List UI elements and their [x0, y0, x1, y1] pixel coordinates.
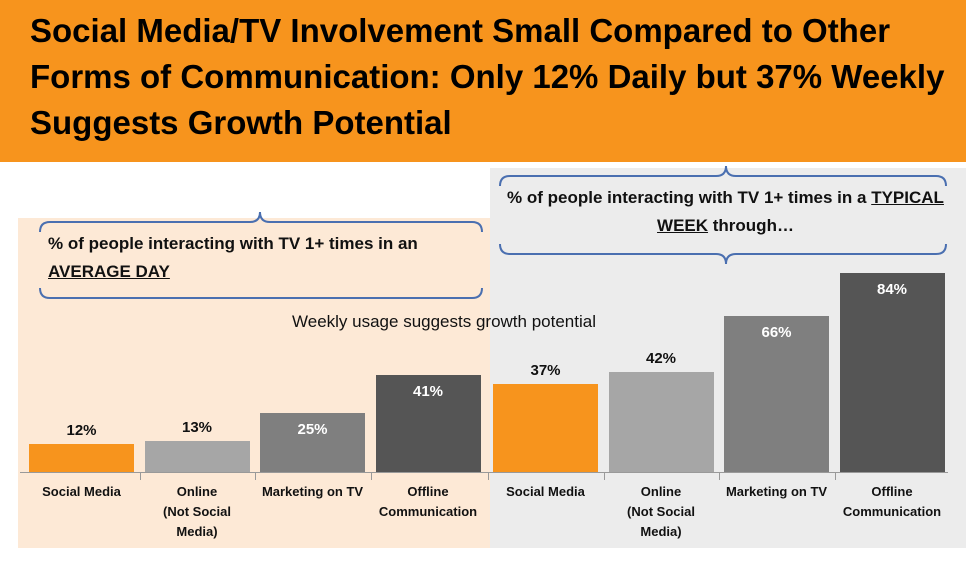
- typical-week-callout-suffix: through…: [708, 216, 794, 235]
- bar-value-label: 84%: [876, 280, 908, 298]
- bar-day-1: [144, 441, 250, 472]
- bar-value-label: 66%: [761, 323, 792, 341]
- title-banner: [0, 0, 966, 162]
- category-label: Social Media: [42, 484, 121, 499]
- category-label: Online (Not Social Media): [627, 484, 695, 539]
- bar-value-label: 37%: [530, 362, 561, 380]
- category-label: Online (Not Social Media): [163, 484, 231, 539]
- axis-tick: [834, 472, 836, 480]
- typical-week-callout-emphasis: TYPICAL WEEK: [657, 188, 944, 235]
- average-day-brace-bottom: [39, 287, 483, 299]
- x-axis-line: [20, 472, 948, 473]
- bar-value-label: 12%: [66, 421, 97, 439]
- axis-tick: [255, 472, 256, 480]
- average-day-brace-top: [39, 211, 483, 233]
- category-label: Marketing on TV: [725, 484, 828, 499]
- bar-week-1: [608, 372, 714, 472]
- growth-note: Weekly usage suggests growth potential: [292, 312, 596, 331]
- page-title: Social Media/TV Involvement Small Compar…: [30, 12, 945, 141]
- category-label: Marketing on TV: [261, 484, 364, 499]
- bar-day-0: [29, 443, 134, 472]
- average-day-callout-emphasis: AVERAGE DAY: [48, 262, 170, 281]
- bar-week-2: [724, 315, 829, 472]
- bar-value-label: 13%: [181, 419, 213, 437]
- typical-week-brace-top: [499, 165, 947, 187]
- typical-week-callout-text: % of people interacting with TV 1+ times…: [507, 188, 872, 207]
- bar-week-3: [839, 272, 945, 472]
- typical-week-callout: % of people interacting with TV 1+ times…: [498, 184, 953, 240]
- bar-day-3: [375, 374, 481, 472]
- category-label: Social Media: [506, 484, 585, 499]
- bar-day-2: [260, 412, 365, 472]
- axis-tick: [139, 472, 141, 480]
- bar-value-label: 25%: [297, 420, 328, 438]
- axis-tick: [603, 472, 605, 480]
- typical-week-brace-bottom: [499, 243, 947, 265]
- average-day-callout: % of people interacting with TV 1+ times…: [48, 230, 488, 286]
- bar-week-0: [493, 384, 598, 472]
- axis-tick: [370, 472, 372, 480]
- category-label: Offline Communication: [842, 484, 942, 519]
- category-label: Offline Communication: [378, 484, 478, 519]
- bar-value-label: 41%: [412, 382, 444, 400]
- average-day-callout-text: % of people interacting with TV 1+ times…: [48, 234, 418, 253]
- axis-tick: [488, 472, 489, 480]
- axis-tick: [719, 472, 720, 480]
- bar-value-label: 42%: [645, 350, 677, 368]
